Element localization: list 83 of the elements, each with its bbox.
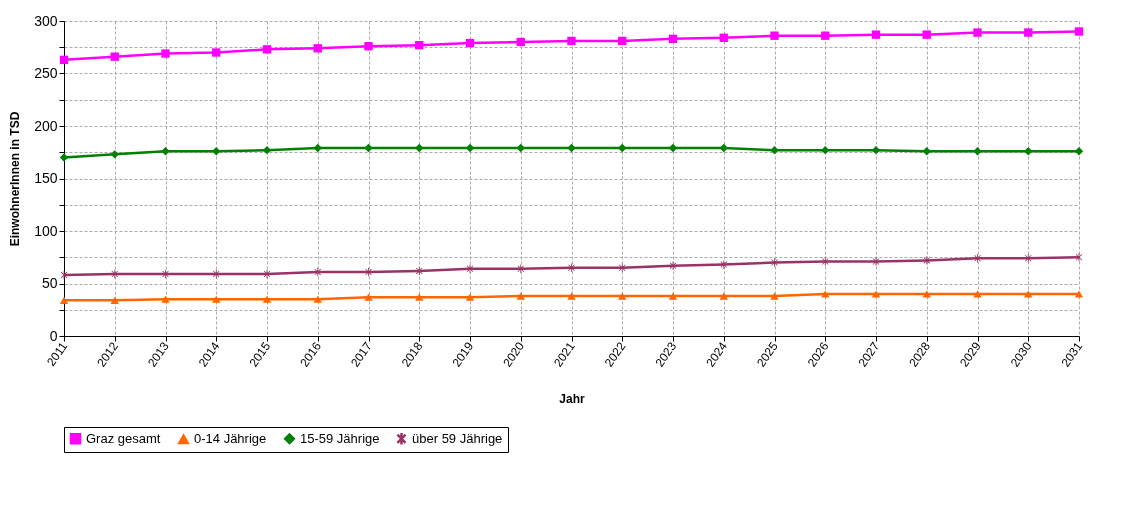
point bbox=[973, 290, 982, 298]
point bbox=[719, 292, 728, 300]
y-tick-label: 250 bbox=[34, 65, 58, 81]
point bbox=[720, 260, 728, 269]
point bbox=[872, 257, 880, 266]
point bbox=[110, 52, 119, 61]
legend-label: Graz gesamt bbox=[86, 430, 161, 446]
point bbox=[415, 40, 424, 50]
point bbox=[871, 30, 881, 39]
point bbox=[871, 145, 881, 155]
point bbox=[618, 263, 626, 272]
point bbox=[313, 44, 322, 53]
point bbox=[618, 143, 627, 153]
point bbox=[212, 295, 221, 303]
point bbox=[770, 31, 779, 40]
point bbox=[871, 290, 881, 298]
point bbox=[821, 145, 830, 155]
point bbox=[313, 143, 322, 153]
point bbox=[567, 292, 576, 300]
x-axis-title: Jahr bbox=[559, 391, 585, 406]
point bbox=[516, 37, 525, 47]
point bbox=[922, 290, 931, 298]
point bbox=[212, 147, 221, 156]
point bbox=[1074, 290, 1084, 298]
point bbox=[161, 49, 170, 58]
point bbox=[110, 150, 119, 159]
point bbox=[567, 143, 576, 153]
y-tick-label: 150 bbox=[34, 170, 58, 186]
point bbox=[212, 48, 221, 57]
point bbox=[618, 292, 627, 300]
y-tick-label: 100 bbox=[34, 222, 58, 239]
point bbox=[161, 147, 170, 156]
point bbox=[59, 55, 69, 65]
point bbox=[1024, 254, 1032, 263]
y-tick-label: 50 bbox=[41, 275, 58, 291]
point bbox=[364, 143, 373, 153]
legend-label: 0-14 Jährige bbox=[194, 431, 267, 447]
point bbox=[162, 269, 169, 279]
point bbox=[465, 38, 475, 48]
point bbox=[516, 292, 525, 300]
y-tick-label: 300 bbox=[34, 12, 58, 29]
point bbox=[567, 36, 576, 46]
point bbox=[313, 295, 322, 303]
point bbox=[59, 153, 69, 162]
point bbox=[973, 28, 982, 37]
point bbox=[262, 295, 272, 303]
point bbox=[365, 267, 372, 277]
point bbox=[770, 292, 779, 300]
point bbox=[161, 295, 170, 303]
y-tick-label: 0 bbox=[49, 327, 58, 344]
point bbox=[973, 147, 982, 156]
point bbox=[618, 36, 627, 46]
point bbox=[110, 296, 119, 304]
point bbox=[923, 256, 931, 265]
point bbox=[821, 31, 830, 40]
point bbox=[415, 143, 424, 153]
legend-label: über 59 Jährige bbox=[412, 430, 503, 446]
point bbox=[364, 42, 373, 51]
point bbox=[364, 293, 373, 301]
point bbox=[1024, 28, 1033, 37]
point bbox=[516, 143, 525, 153]
point bbox=[465, 293, 475, 301]
y-axis-title: EinwohnerInnen in TSD bbox=[8, 111, 23, 247]
point bbox=[1074, 27, 1084, 36]
point bbox=[668, 292, 678, 300]
point bbox=[719, 33, 728, 42]
point bbox=[770, 145, 779, 155]
point bbox=[262, 45, 272, 54]
point bbox=[668, 34, 678, 44]
point bbox=[922, 30, 931, 39]
y-tick-label: 200 bbox=[34, 117, 58, 134]
point bbox=[1074, 147, 1084, 156]
point bbox=[262, 145, 272, 155]
point bbox=[517, 264, 525, 273]
point bbox=[821, 290, 830, 298]
point bbox=[719, 143, 728, 153]
point bbox=[59, 296, 69, 304]
point bbox=[922, 147, 931, 156]
point bbox=[821, 257, 829, 266]
point bbox=[1024, 147, 1033, 156]
point bbox=[1024, 290, 1033, 298]
legend-label: 15-59 Jährige bbox=[300, 430, 380, 446]
point bbox=[415, 293, 424, 301]
